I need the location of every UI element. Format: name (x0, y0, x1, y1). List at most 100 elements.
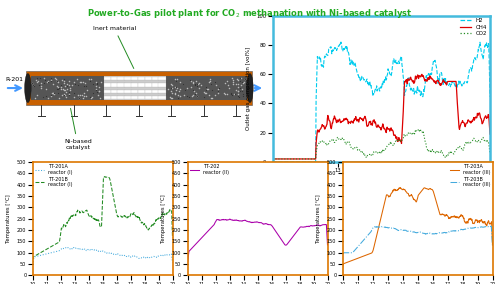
Point (215, 85, 223, 90)
Point (46, 78, 54, 82)
Point (172, 88, 180, 92)
Point (180, 93, 188, 97)
Point (78, 96, 86, 100)
Point (60, 76, 68, 81)
Point (32, 80, 40, 84)
Point (52, 87, 60, 91)
Point (236, 89, 244, 93)
Point (49, 91, 57, 96)
Point (33, 93, 41, 97)
Point (225, 86, 233, 90)
Point (82, 83, 90, 88)
Point (172, 78, 180, 83)
Point (72, 77, 80, 82)
Point (210, 93, 218, 97)
Bar (131, 77, 138, 80)
Point (60, 78, 68, 83)
Bar (138, 96, 145, 99)
Point (77, 79, 85, 84)
Bar (110, 83, 118, 87)
Point (168, 86, 175, 90)
Point (241, 77, 249, 81)
Point (50, 91, 58, 96)
Point (236, 86, 244, 91)
Point (92, 82, 100, 86)
Bar (145, 83, 152, 87)
Point (93, 90, 101, 95)
Point (172, 85, 180, 90)
Point (226, 91, 234, 95)
Point (168, 85, 176, 90)
Point (206, 77, 214, 81)
Point (60, 91, 68, 96)
Point (61, 93, 69, 98)
Point (60, 81, 68, 86)
Point (40, 76, 48, 80)
Point (186, 78, 194, 83)
Point (176, 87, 184, 91)
Point (54, 85, 62, 90)
Point (71, 82, 79, 87)
Point (64, 82, 72, 87)
Point (193, 82, 201, 86)
Point (94, 81, 102, 85)
Point (84, 77, 92, 81)
Bar (118, 96, 124, 99)
Point (40, 80, 48, 85)
Point (232, 87, 240, 92)
Point (232, 81, 240, 86)
Point (68, 82, 76, 87)
Point (32, 76, 40, 80)
Y-axis label: Temperatures [°C]: Temperatures [°C] (6, 194, 12, 243)
Bar (118, 77, 124, 80)
Point (92, 87, 100, 92)
Point (70, 79, 78, 84)
Point (192, 79, 200, 83)
Point (86, 79, 94, 84)
Point (239, 81, 247, 85)
Point (94, 93, 102, 98)
Point (229, 78, 237, 82)
Point (221, 91, 229, 96)
Point (172, 86, 180, 91)
Point (236, 76, 244, 80)
Point (234, 89, 242, 93)
Bar (31, 76, 104, 100)
Point (214, 89, 222, 93)
Point (188, 94, 196, 99)
Point (200, 90, 208, 95)
Ellipse shape (24, 74, 31, 103)
Point (220, 91, 228, 95)
Point (176, 89, 184, 93)
Point (96, 85, 104, 89)
Point (240, 80, 248, 84)
Point (234, 82, 242, 87)
Point (168, 96, 176, 100)
Point (234, 88, 242, 93)
Point (195, 86, 203, 90)
Bar (104, 77, 111, 80)
Point (168, 91, 175, 95)
Point (44, 80, 52, 84)
Point (76, 93, 84, 97)
Point (62, 83, 70, 88)
Point (192, 94, 200, 99)
Point (54, 80, 62, 84)
Point (63, 84, 71, 89)
Point (60, 87, 68, 92)
Point (202, 91, 210, 96)
Point (190, 80, 198, 84)
Point (242, 92, 250, 97)
Y-axis label: Outlet gas composition [vol%]: Outlet gas composition [vol%] (246, 47, 250, 130)
Point (229, 81, 237, 86)
Point (194, 81, 202, 86)
Point (183, 94, 191, 99)
Point (227, 92, 235, 96)
Point (164, 86, 172, 91)
Bar (145, 89, 152, 93)
Bar (158, 89, 166, 93)
Point (52, 84, 60, 89)
X-axis label: Time [h]: Time [h] (368, 179, 394, 184)
Text: Ni-based
catalyst: Ni-based catalyst (64, 108, 92, 150)
Point (47, 93, 55, 98)
